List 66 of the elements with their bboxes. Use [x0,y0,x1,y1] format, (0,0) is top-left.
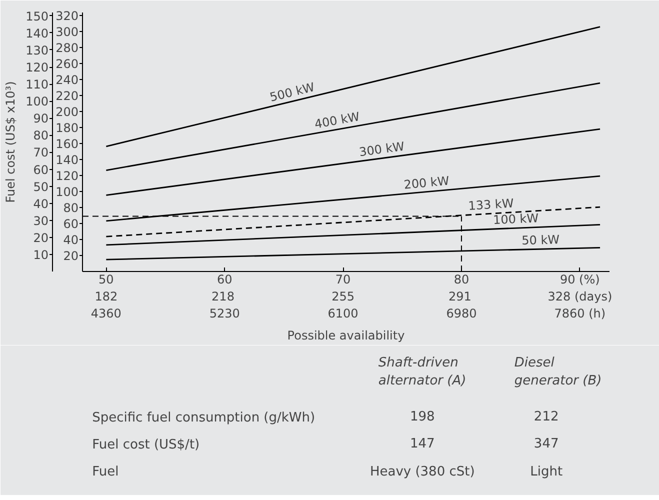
text: Fuel [92,464,119,480]
y2-tick-label: 140 [56,153,78,168]
y2-tick-label: 60 [63,217,79,232]
x-tick-label: 80 [454,272,470,286]
y-tick-label: 70 [33,146,49,160]
text: Specific fuel consumption (g/kWh) [92,410,316,426]
text: 200 kW [403,174,450,192]
y-axis-title: Fuel cost (US$ x10³) [4,81,18,203]
text: Light [530,464,563,480]
y2-tick-label: 20 [63,249,79,264]
y2-tick-label: 300 [56,25,78,40]
y2-tick-label: 220 [56,89,78,104]
text: 500 kW [268,80,316,104]
series-label: 50 kW [521,232,560,248]
x-tick-label: 90 (%) [560,272,600,286]
text: 212 [534,410,559,424]
y-tick-label: 80 [33,128,49,143]
text: 6980 [446,306,477,320]
y2-tick-label: 280 [56,41,78,56]
x2-tick-label: 255 [332,290,355,304]
x-axis-title: Possible availability [287,328,405,342]
x2-tick-label: 182 [94,290,118,304]
y2-tick-label: 80 [63,201,79,216]
y-tick-label: 50 [33,180,49,194]
text: Heavy (380 cSt) [370,464,475,480]
x-tick-label: 60 [216,272,232,286]
y-tick-label: 10 [33,248,49,262]
y2-tick-label: 40 [63,233,79,248]
x2-tick-label: 328 (days) [548,290,612,304]
y2-tick-label: 180 [56,121,78,136]
y2-tick-label: 200 [56,105,78,120]
text: Shaft-driven alternator (A) [378,356,466,388]
text: Diesel generator (B) [514,356,602,388]
y-tick-label: 150 [26,9,48,24]
text: 347 [534,436,559,452]
text: 147 [410,436,435,452]
text: 7860 (h) [554,306,606,320]
y2-tick-label: 160 [56,137,78,152]
series-label: 100 kW [492,211,539,228]
text: 198 [410,410,435,424]
text: 300 kW [358,139,406,160]
y-tick-label: 100 [26,94,48,109]
x2-tick-label: 218 [212,290,234,304]
y2-tick-label: 100 [56,185,78,200]
y-tick-label: 90 [33,112,49,126]
y2-tick-label: 240 [56,73,78,88]
series-label: 133 kW [468,196,514,213]
x2-tick-label: 291 [448,290,472,304]
text: 4360 [90,306,122,320]
text: 400 kW [313,109,361,132]
y-tick-label: 110 [26,78,48,92]
y-tick-label: 140 [26,26,48,40]
y2-tick-label: 120 [56,169,78,184]
text: 6100 [328,306,358,320]
y-tick-label: 130 [26,43,48,58]
y2-tick-label: 320 [56,9,78,24]
x-tick-label: 50 [98,272,114,286]
y-tick-label: 60 [33,162,49,177]
y-tick-label: 30 [33,214,49,228]
x-tick-label: 70 [335,272,351,286]
y-tick-label: 120 [26,60,48,75]
y-tick-label: 40 [33,196,49,211]
y2-tick-label: 260 [56,57,78,72]
y-tick-label: 20 [33,230,49,245]
text: Fuel cost (US$/t) [92,438,200,452]
text: 5230 [209,306,240,320]
